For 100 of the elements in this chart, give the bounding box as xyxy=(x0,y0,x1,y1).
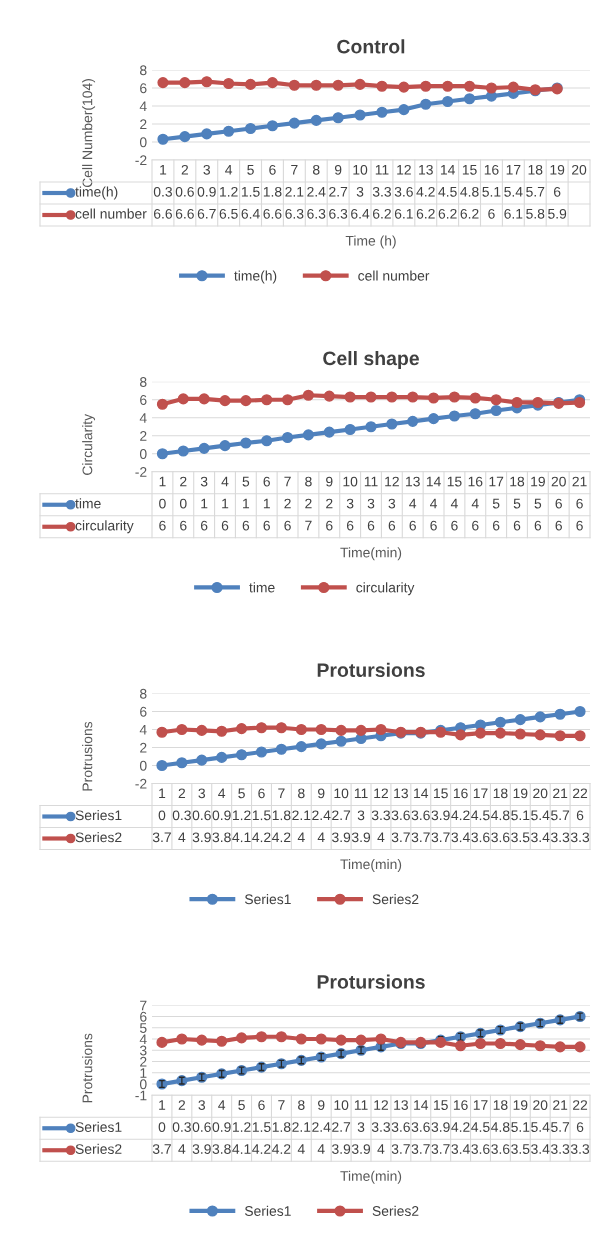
data-label: 1.5 xyxy=(252,1122,271,1132)
y-axis-title: Cell Number(104) xyxy=(82,79,96,188)
x-tick-label: 2 xyxy=(178,788,186,799)
x-tick-label: 9 xyxy=(326,476,333,487)
data-label: 2.7 xyxy=(329,186,348,197)
point xyxy=(511,396,523,409)
point xyxy=(354,109,366,121)
data-label: 6 xyxy=(576,520,583,531)
data-label: 6.4 xyxy=(351,208,370,219)
data-label: 3.3 xyxy=(371,810,390,821)
y-axis-title: Protrusions xyxy=(82,721,93,791)
data-label: 6 xyxy=(180,520,187,531)
data-label: 6 xyxy=(555,520,562,531)
data-label: 2 xyxy=(305,498,312,509)
x-tick-label: 8 xyxy=(298,1100,305,1110)
point xyxy=(463,93,476,105)
point xyxy=(428,392,440,404)
x-tick-label: 10 xyxy=(353,164,368,175)
y-tick-label: 6 xyxy=(140,706,147,717)
point xyxy=(156,759,168,772)
point xyxy=(315,738,327,750)
data-label: 2 xyxy=(326,498,333,509)
point xyxy=(157,77,169,89)
data-label: 3.4 xyxy=(451,1144,470,1154)
data-label: 6 xyxy=(430,520,437,531)
point xyxy=(335,735,347,747)
y-tick-label: 4 xyxy=(139,724,147,735)
point xyxy=(295,723,307,736)
point xyxy=(355,724,367,736)
data-label: 6 xyxy=(451,520,458,531)
point xyxy=(420,98,432,110)
data-label: 3 xyxy=(356,186,364,197)
data-label: 4.2 xyxy=(416,186,435,197)
data-label: 5.9 xyxy=(548,208,567,219)
data-label: 0 xyxy=(159,498,166,509)
point xyxy=(386,418,398,430)
point xyxy=(335,724,347,736)
x-tick-label: 7 xyxy=(278,788,285,799)
x-tick-label: 20 xyxy=(572,164,587,175)
data-label: 3.8 xyxy=(212,832,231,843)
x-tick-label: 7 xyxy=(291,165,298,175)
point xyxy=(216,725,228,737)
point xyxy=(574,1041,586,1053)
y-tick-label: 0 xyxy=(139,137,147,148)
data-label: 4.8 xyxy=(491,810,510,821)
point xyxy=(534,729,546,741)
data-label: 1 xyxy=(222,498,229,509)
point xyxy=(469,392,481,404)
data-label: 0.6 xyxy=(192,810,211,821)
point xyxy=(156,1036,168,1048)
point xyxy=(176,757,188,769)
y-tick-label: -2 xyxy=(135,778,147,789)
x-tick-label: 2 xyxy=(180,476,187,487)
y-tick-label: 6 xyxy=(140,1011,147,1022)
data-label: 3.7 xyxy=(391,832,410,843)
point xyxy=(428,413,440,425)
data-label: 2.1 xyxy=(285,186,304,197)
point xyxy=(216,1035,228,1047)
data-label: 6.2 xyxy=(460,208,479,219)
point xyxy=(574,705,586,718)
point xyxy=(179,131,191,143)
data-label: 0 xyxy=(158,810,166,821)
y-tick-label: -1 xyxy=(135,1090,147,1101)
data-label: 0.6 xyxy=(192,1122,211,1132)
point xyxy=(514,714,526,726)
x-tick-label: 20 xyxy=(533,788,548,799)
data-label: 4 xyxy=(471,498,479,509)
x-tick-label: 14 xyxy=(414,788,429,799)
point xyxy=(295,1033,307,1045)
data-label: 2.7 xyxy=(332,810,351,821)
data-label: 0 xyxy=(158,1122,166,1132)
data-label: 6.4 xyxy=(241,208,260,219)
x-tick-label: 18 xyxy=(528,164,543,175)
x-tick-label: 12 xyxy=(374,788,388,799)
data-label: 3.3 xyxy=(551,1144,570,1154)
point xyxy=(365,421,377,433)
data-label: 6.3 xyxy=(285,208,304,219)
x-tick-label: 5 xyxy=(238,1100,245,1110)
data-label: 6.5 xyxy=(219,208,238,219)
data-label: 6.6 xyxy=(175,208,194,219)
data-label: 4.2 xyxy=(272,1144,291,1154)
point xyxy=(315,723,327,736)
y-axis-title: Protrusions xyxy=(82,1033,93,1103)
point xyxy=(179,77,191,89)
point xyxy=(275,743,287,755)
x-tick-label: 16 xyxy=(453,788,468,799)
legend-label: Series1 xyxy=(75,810,122,821)
data-label: 4 xyxy=(409,498,417,509)
x-axis-title: Time (h) xyxy=(345,235,396,249)
point xyxy=(514,1039,526,1051)
point xyxy=(335,1034,347,1046)
x-axis-title: Time(min) xyxy=(340,547,402,561)
data-label: 4 xyxy=(377,1144,385,1154)
point xyxy=(442,80,454,92)
data-label: 5.8 xyxy=(526,208,545,219)
data-label: 6 xyxy=(242,520,250,531)
x-tick-label: 6 xyxy=(258,788,265,799)
point xyxy=(485,82,498,94)
point xyxy=(288,117,300,129)
point xyxy=(157,133,169,145)
